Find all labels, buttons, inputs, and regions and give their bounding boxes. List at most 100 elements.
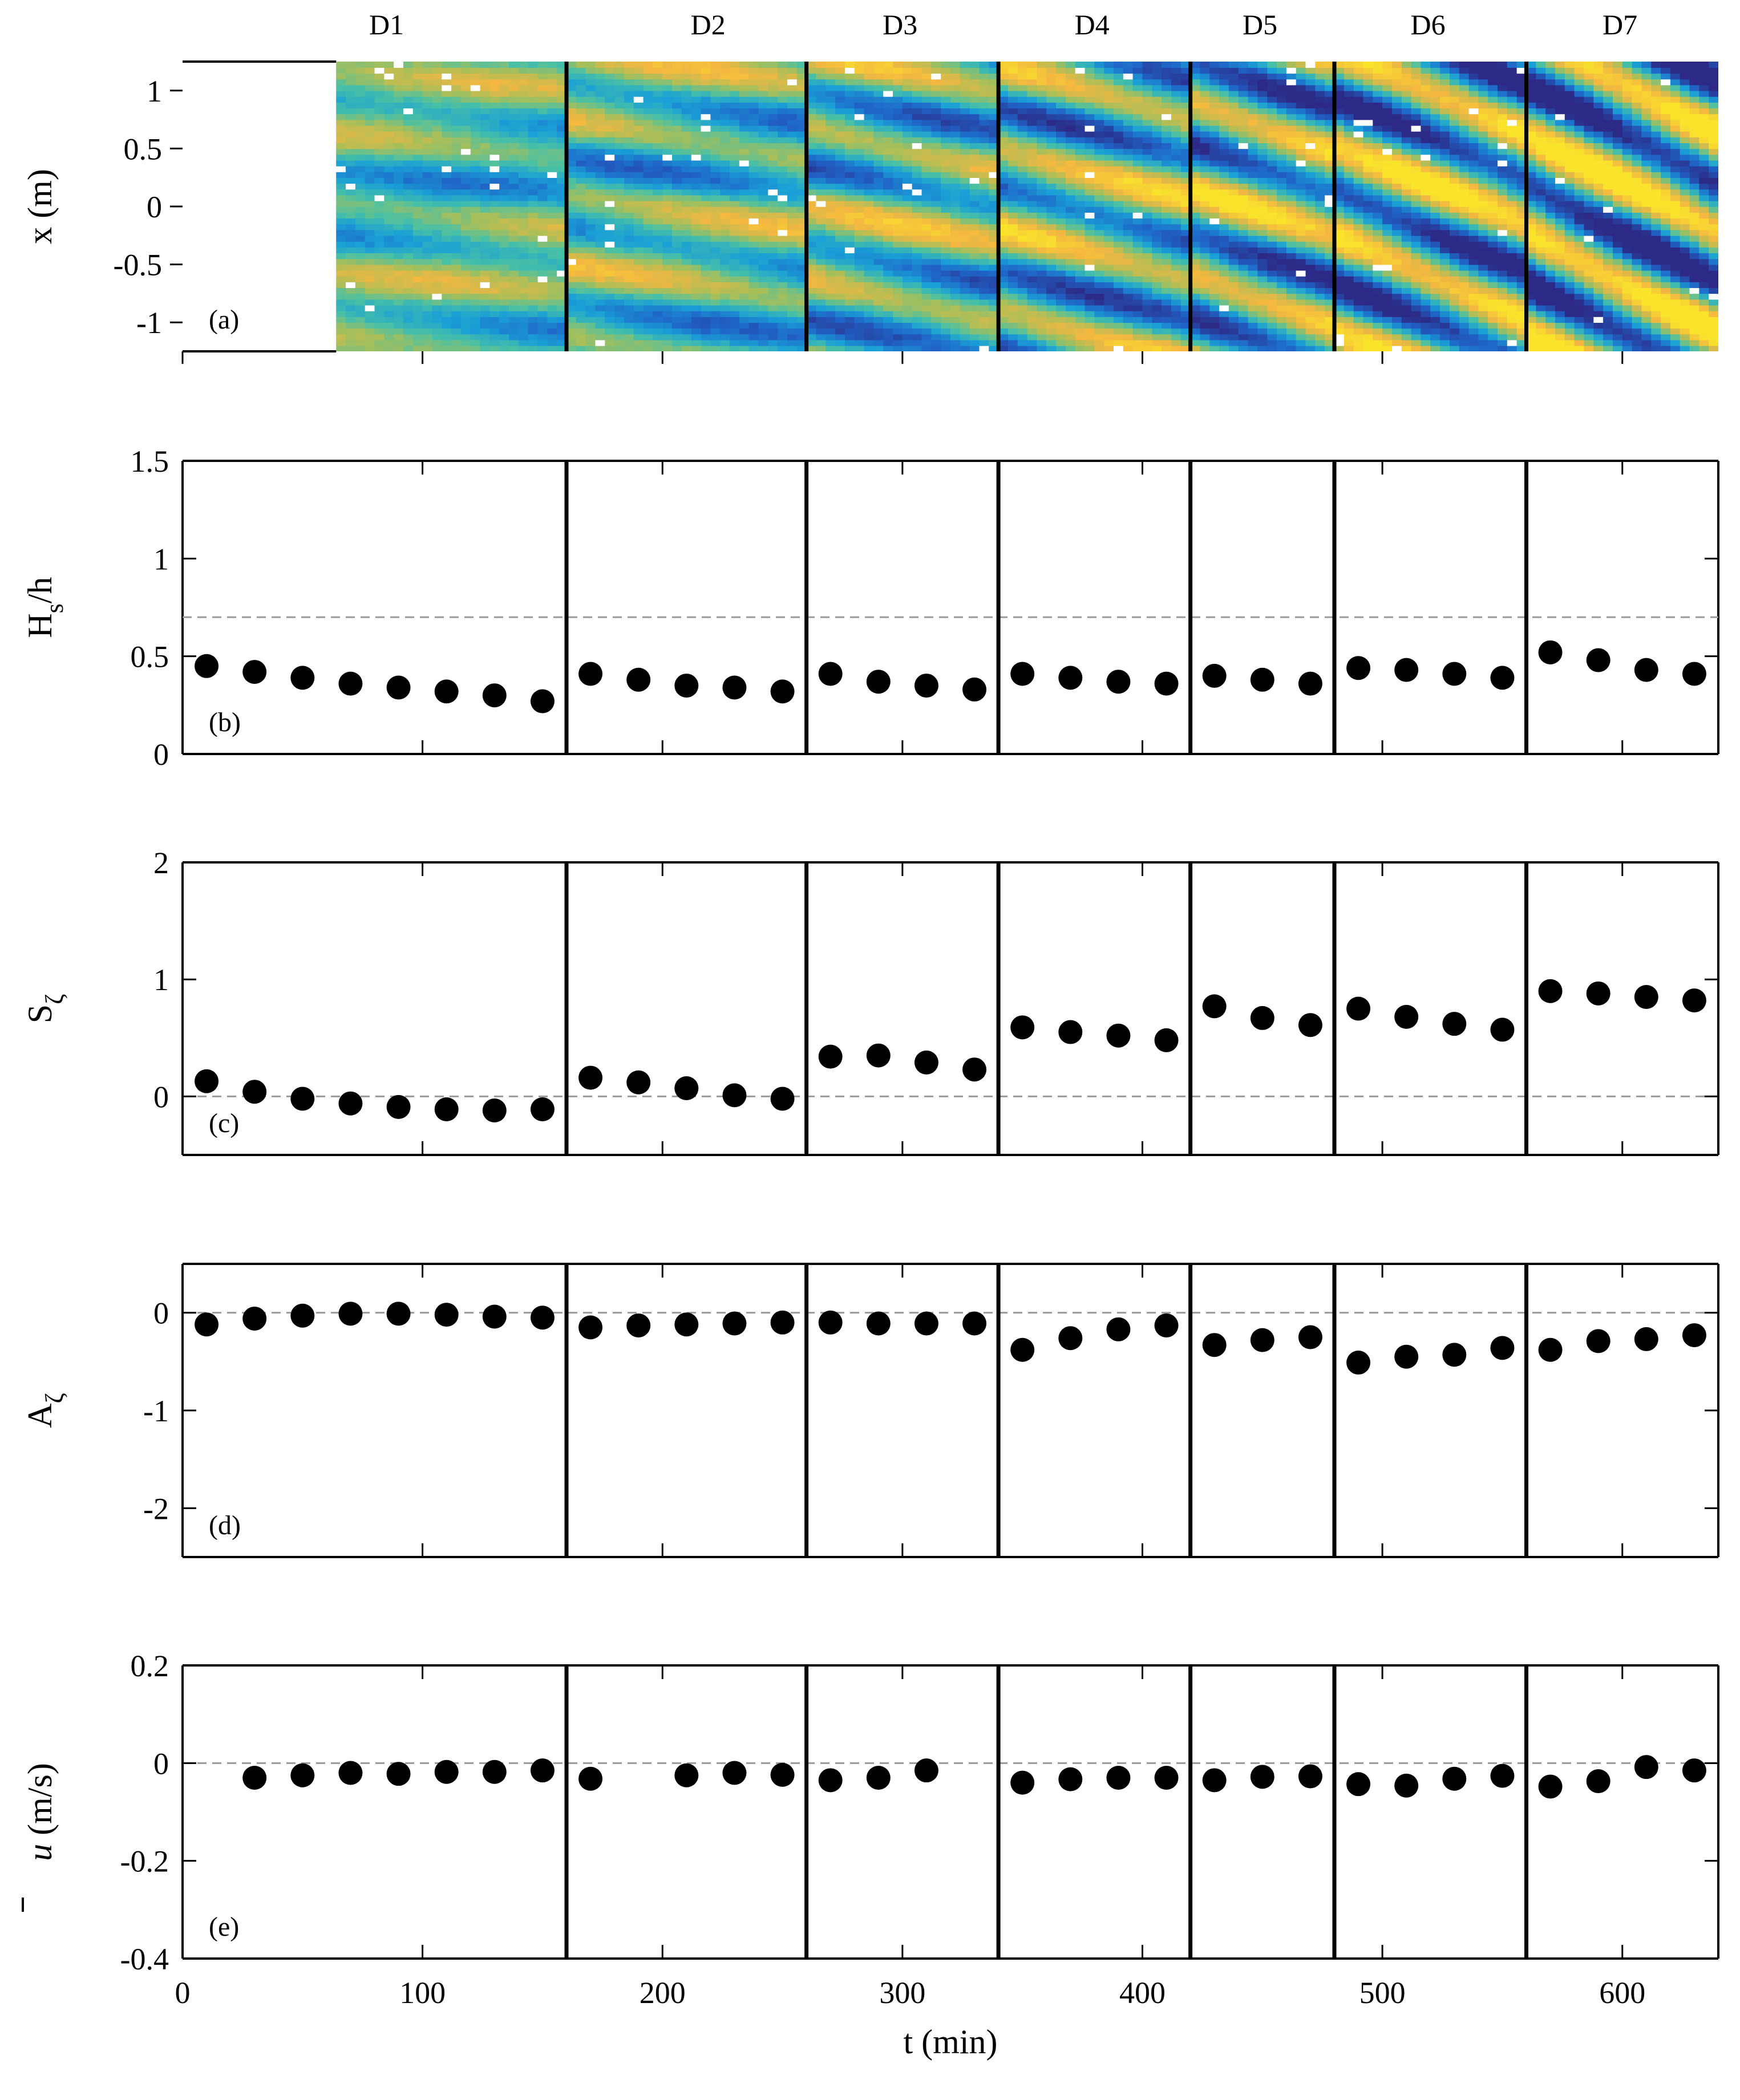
heatmap-cell	[460, 206, 471, 213]
heatmap-cell	[796, 264, 807, 271]
heatmap-cell	[355, 299, 366, 306]
heatmap-cell	[826, 160, 836, 167]
heatmap-cell	[451, 206, 462, 213]
heatmap-cell	[893, 172, 903, 178]
heatmap-cell	[1065, 310, 1076, 317]
heatmap-cell	[1132, 154, 1143, 161]
heatmap-cell	[806, 224, 817, 230]
heatmap-cell	[1152, 270, 1162, 277]
heatmap-cell	[365, 148, 375, 155]
heatmap-cell	[1007, 310, 1018, 317]
heatmap-cell	[489, 270, 500, 277]
heatmap-cell	[1037, 345, 1047, 351]
heatmap-cell	[412, 79, 423, 86]
heatmap-cell	[873, 264, 884, 271]
heatmap-cell	[796, 119, 807, 126]
heatmap-cell	[624, 143, 634, 149]
heatmap-cell	[1114, 305, 1124, 311]
heatmap-cell	[921, 258, 932, 265]
heatmap-cell	[748, 131, 759, 137]
heatmap-cell	[595, 125, 606, 132]
heatmap-cell	[826, 206, 836, 213]
heatmap-cell	[585, 310, 596, 317]
heatmap-cell	[931, 90, 941, 97]
heatmap-cell	[489, 299, 500, 306]
heatmap-cell	[844, 113, 855, 120]
heatmap-cell	[844, 317, 855, 323]
heatmap-cell	[883, 339, 893, 346]
heatmap-cell	[1104, 247, 1114, 254]
heatmap-cell	[778, 212, 788, 219]
heatmap-cell	[1094, 305, 1104, 311]
heatmap-cell	[643, 125, 654, 132]
heatmap-cell	[701, 189, 711, 196]
heatmap-cell	[403, 189, 414, 196]
heatmap-cell	[672, 212, 682, 219]
heatmap-cell	[412, 275, 423, 282]
heatmap-cell	[1200, 200, 1211, 207]
heatmap-cell	[989, 131, 999, 137]
heatmap-cell	[1132, 235, 1143, 242]
heatmap-cell	[1162, 67, 1172, 74]
heatmap-cell	[566, 345, 577, 351]
heatmap-cell	[1267, 317, 1277, 323]
heatmap-cell	[499, 212, 509, 219]
heatmap-cell	[1286, 206, 1297, 213]
heatmap-cell	[585, 334, 596, 340]
heatmap-cell	[893, 119, 903, 126]
heatmap-cell	[1007, 67, 1018, 74]
heatmap-cell	[1114, 334, 1124, 340]
heatmap-cell	[605, 258, 615, 265]
heatmap-cell	[432, 165, 443, 172]
heatmap-cell	[1142, 235, 1153, 242]
heatmap-cell	[489, 154, 500, 161]
heatmap-cell	[902, 125, 913, 132]
heatmap-cell	[806, 270, 817, 277]
heatmap-cell	[720, 322, 730, 329]
heatmap-cell	[432, 160, 443, 167]
heatmap-cell	[778, 235, 788, 242]
heatmap-cell	[1017, 67, 1028, 74]
heatmap-cell	[566, 194, 577, 201]
heatmap-cell	[998, 339, 1009, 346]
heatmap-cell	[844, 137, 855, 144]
heatmap-cell	[768, 79, 778, 86]
heatmap-cell	[768, 108, 778, 115]
heatmap-cell	[432, 310, 443, 317]
heatmap-cell	[912, 241, 922, 248]
heatmap-cell	[1277, 247, 1287, 254]
heatmap-cell	[1277, 177, 1287, 184]
heatmap-cell	[778, 339, 788, 346]
heatmap-cell	[864, 131, 875, 137]
heatmap-cell	[384, 79, 394, 86]
heatmap-cell	[1037, 90, 1047, 97]
heatmap-cell	[806, 345, 817, 351]
heatmap-cell	[422, 218, 433, 225]
heatmap-cell	[1027, 172, 1038, 178]
heatmap-cell	[921, 339, 932, 346]
heatmap-cell	[1238, 67, 1249, 74]
heatmap-cell	[720, 293, 730, 300]
heatmap-cell	[537, 131, 548, 137]
heatmap-cell	[566, 125, 577, 132]
heatmap-cell	[1286, 137, 1297, 144]
heatmap-cell	[451, 264, 462, 271]
heatmap-cell	[489, 200, 500, 207]
heatmap-cell	[1267, 334, 1277, 340]
heatmap-cell	[1219, 247, 1229, 254]
heatmap-cell	[528, 125, 539, 132]
heatmap-cell	[1027, 113, 1038, 120]
heatmap-cell	[499, 247, 509, 254]
heatmap-cell	[921, 229, 932, 236]
heatmap-cell	[605, 108, 615, 115]
heatmap-cell	[720, 200, 730, 207]
heatmap-cell	[739, 84, 750, 91]
heatmap-cell	[873, 90, 884, 97]
heatmap-cell	[557, 224, 567, 230]
heatmap-cell	[480, 328, 491, 335]
heatmap-cell	[921, 189, 932, 196]
heatmap-cell	[1056, 165, 1066, 172]
heatmap-cell	[941, 119, 951, 126]
heatmap-cell	[720, 131, 730, 137]
heatmap-cell	[902, 235, 913, 242]
